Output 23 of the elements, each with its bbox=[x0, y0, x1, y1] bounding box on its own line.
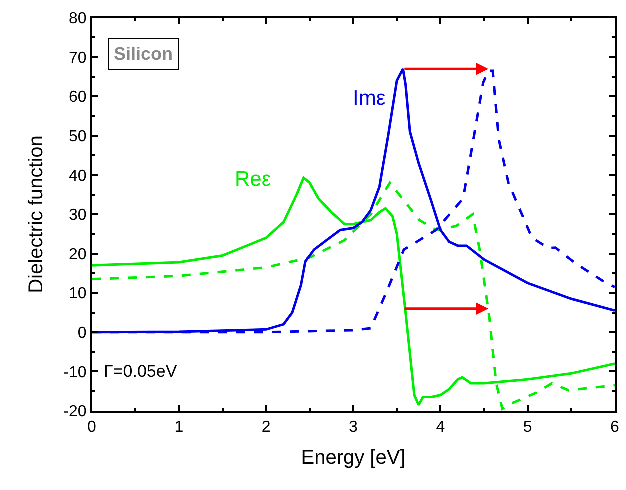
x-tick-label: 2 bbox=[262, 419, 271, 436]
x-tick-label: 1 bbox=[174, 419, 184, 436]
series-label: Imε bbox=[353, 87, 386, 110]
x-tick-label: 5 bbox=[523, 419, 532, 436]
x-tick-label: 6 bbox=[610, 419, 620, 436]
x-axis-title: Energy [eV] bbox=[301, 447, 406, 470]
y-tick-label: 10 bbox=[69, 286, 87, 303]
series-label: Reε bbox=[235, 168, 272, 191]
y-axis-title: Dielectric function bbox=[26, 136, 48, 294]
y-tick-label: 60 bbox=[69, 89, 87, 106]
y-tick-label: 30 bbox=[69, 207, 87, 224]
y-tick-label: 70 bbox=[69, 50, 87, 67]
y-tick-label: -20 bbox=[64, 404, 87, 421]
annotation: Γ=0.05eV bbox=[104, 362, 178, 381]
x-tick-label: 4 bbox=[436, 419, 446, 436]
x-tick-label: 3 bbox=[349, 419, 358, 436]
y-tick-label: 20 bbox=[69, 246, 87, 264]
y-tick-label: 80 bbox=[69, 10, 87, 28]
y-tick-label: 40 bbox=[69, 168, 87, 185]
annotation: Silicon bbox=[114, 44, 174, 64]
y-tick-label: 0 bbox=[78, 325, 87, 342]
y-tick-label: -10 bbox=[64, 364, 87, 382]
y-tick-label: 50 bbox=[69, 128, 87, 146]
